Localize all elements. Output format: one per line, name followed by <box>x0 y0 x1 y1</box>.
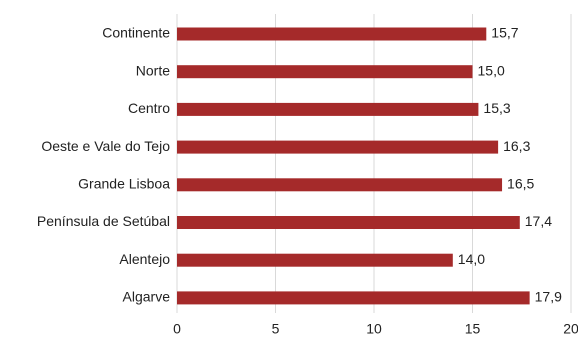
value-label: 14,0 <box>458 251 485 267</box>
bar <box>177 27 487 41</box>
bar <box>177 253 453 267</box>
value-label: 16,3 <box>503 138 530 154</box>
bars <box>177 27 530 305</box>
x-tick-label: 10 <box>366 321 382 337</box>
category-label: Algarve <box>123 289 171 305</box>
value-label: 15,0 <box>478 62 505 78</box>
category-labels: Continente Norte Centro Oeste e Vale do Tej… <box>37 25 170 305</box>
value-label: 16,5 <box>507 176 534 192</box>
value-labels: 15,7 15,0 15,3 16,3 16,5 17,4 14,0 17,9 <box>458 25 562 305</box>
bar <box>177 102 479 116</box>
value-label: 15,3 <box>483 100 510 116</box>
bar <box>177 216 520 229</box>
x-tick-label: 20 <box>563 321 578 337</box>
value-label: 17,9 <box>535 289 562 305</box>
x-axis: 0 5 10 15 20 <box>173 321 578 337</box>
value-label: 17,4 <box>525 213 552 229</box>
x-tick-label: 0 <box>173 321 181 337</box>
category-label: Alentejo <box>119 251 170 267</box>
bar <box>177 291 530 305</box>
bar <box>177 140 499 154</box>
x-tick-label: 5 <box>272 321 280 337</box>
bar <box>177 178 503 192</box>
category-label: Centro <box>128 100 170 116</box>
value-label: 15,7 <box>491 25 518 41</box>
category-label: Norte <box>136 62 170 78</box>
category-label: Oeste e Vale do Tejo <box>41 138 170 154</box>
category-label: Península de Setúbal <box>37 213 170 229</box>
gridlines <box>176 14 572 313</box>
x-tick-label: 15 <box>465 321 481 337</box>
category-label: Grande Lisboa <box>78 176 170 192</box>
category-label: Continente <box>102 25 170 41</box>
bar <box>177 65 473 79</box>
